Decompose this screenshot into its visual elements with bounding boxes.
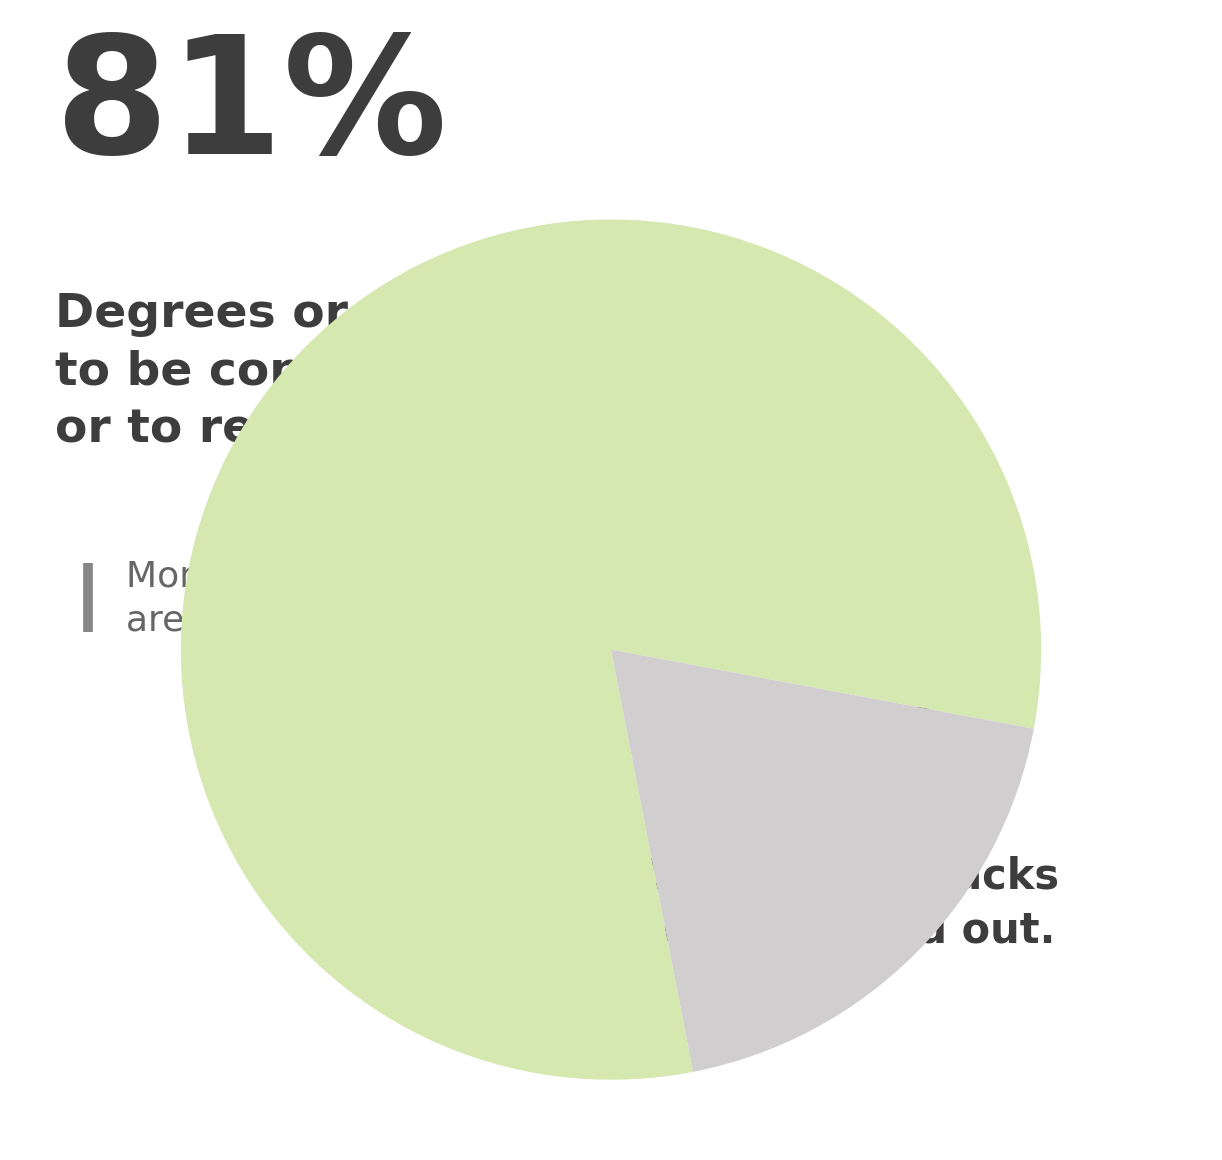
Wedge shape xyxy=(611,650,1034,1072)
Wedge shape xyxy=(181,219,1041,1080)
Text: Degrees or tracks
to be continued
or to receive investment.: Degrees or tracks to be continued or to … xyxy=(55,292,728,452)
Text: More than 95% of our students
are admitted here.: More than 95% of our students are admitt… xyxy=(126,559,687,638)
Text: 81%: 81% xyxy=(55,29,447,188)
Text: Degrees or tracks
to be phased out.: Degrees or tracks to be phased out. xyxy=(642,856,1058,951)
Text: 19%: 19% xyxy=(690,702,957,809)
